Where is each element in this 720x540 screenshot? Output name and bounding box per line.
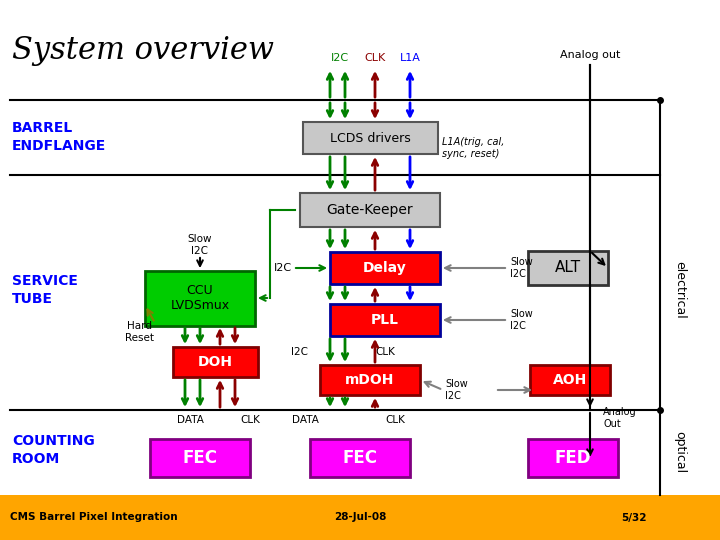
Text: BARREL
ENDFLANGE: BARREL ENDFLANGE — [12, 121, 107, 153]
Text: DATA: DATA — [176, 415, 204, 425]
Text: CLK: CLK — [364, 53, 386, 63]
Bar — [330, 252, 440, 284]
Bar — [310, 439, 410, 477]
Bar — [320, 365, 420, 395]
Text: Delay: Delay — [363, 261, 407, 275]
Text: DATA: DATA — [292, 415, 318, 425]
Text: Analog out: Analog out — [560, 50, 620, 60]
Text: L1A: L1A — [400, 53, 420, 63]
Bar — [145, 271, 255, 326]
Bar — [302, 122, 438, 154]
Text: 28-Jul-08: 28-Jul-08 — [334, 512, 386, 523]
Text: CLK: CLK — [385, 415, 405, 425]
Bar — [173, 347, 258, 377]
Text: FEC: FEC — [343, 449, 377, 467]
Text: COUNTING
ROOM: COUNTING ROOM — [12, 434, 95, 466]
Text: Slow
I2C: Slow I2C — [510, 257, 533, 279]
Text: AOH: AOH — [553, 373, 587, 387]
Text: L1A(trig, cal,
sync, reset): L1A(trig, cal, sync, reset) — [442, 137, 505, 159]
Text: Analog
Out: Analog Out — [603, 407, 636, 429]
Text: Hard
Reset: Hard Reset — [125, 321, 155, 343]
Text: ALT: ALT — [555, 260, 581, 275]
Text: I2C: I2C — [274, 263, 292, 273]
Text: SERVICE
TUBE: SERVICE TUBE — [12, 274, 78, 306]
Bar — [528, 251, 608, 285]
Text: Slow
I2C: Slow I2C — [445, 379, 468, 401]
Bar — [150, 439, 250, 477]
Text: I2C: I2C — [292, 347, 308, 357]
Text: CMS Barrel Pixel Integration: CMS Barrel Pixel Integration — [10, 512, 178, 523]
Text: System overview: System overview — [12, 35, 274, 65]
Text: CLK: CLK — [240, 415, 260, 425]
Text: FEC: FEC — [182, 449, 217, 467]
Text: optical: optical — [673, 431, 686, 473]
Bar — [300, 193, 440, 227]
Bar — [330, 304, 440, 336]
Text: FED: FED — [554, 449, 591, 467]
Text: DOH: DOH — [197, 355, 233, 369]
Text: electrical: electrical — [673, 261, 686, 319]
Text: mDOH: mDOH — [346, 373, 395, 387]
Text: CLK: CLK — [375, 347, 395, 357]
Text: Slow
I2C: Slow I2C — [510, 309, 533, 331]
Text: 5/32: 5/32 — [621, 512, 647, 523]
Bar — [530, 365, 610, 395]
Bar — [528, 439, 618, 477]
Text: Slow
I2C: Slow I2C — [188, 234, 212, 256]
Text: CCU
LVDSmux: CCU LVDSmux — [171, 284, 230, 312]
Text: Gate-Keeper: Gate-Keeper — [327, 203, 413, 217]
Text: LCDS drivers: LCDS drivers — [330, 132, 410, 145]
Bar — [0, 495, 720, 540]
Text: PLL: PLL — [371, 313, 399, 327]
Text: I2C: I2C — [331, 53, 349, 63]
